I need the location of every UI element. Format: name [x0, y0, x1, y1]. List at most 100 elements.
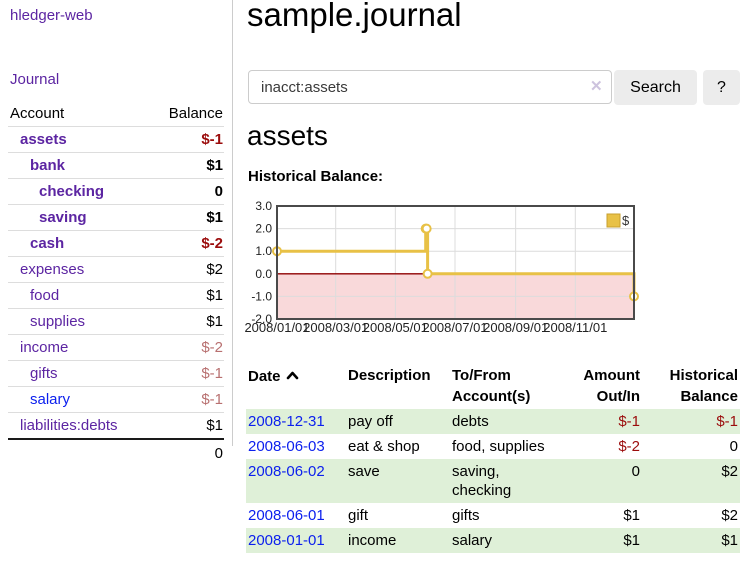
account-balance: 0: [214, 183, 223, 200]
account-balance: $-2: [201, 339, 223, 356]
x-tick-label: 2008/01/01: [244, 320, 309, 335]
account-heading: assets: [247, 120, 328, 151]
transaction-balance: $2: [721, 507, 738, 524]
sort-chevron-up-icon: [286, 365, 299, 386]
data-point-marker: [422, 268, 433, 279]
account-cell: food: [8, 283, 150, 309]
transaction-date-cell: 2008-06-01: [246, 503, 346, 528]
accounts-total-spacer: [8, 438, 150, 466]
account-balance: $1: [206, 313, 223, 330]
account-link-cash[interactable]: cash: [30, 235, 65, 252]
account-balance: $1: [206, 157, 223, 174]
transaction-row: 2008-12-31 pay off debts $-1 $-1: [246, 409, 740, 434]
transaction-description: save: [348, 463, 380, 480]
account-balance: $2: [206, 261, 223, 278]
transaction-date-link[interactable]: 2008-01-01: [248, 532, 325, 549]
x-tick-label: 2008/05/01: [363, 320, 428, 335]
accounts-body: assets $-1 bank $1 checking 0 saving $1 cash $-2 e…: [8, 126, 224, 440]
register-header-date[interactable]: Date: [246, 363, 346, 409]
transaction-row: 2008-06-01 gift gifts $1 $2: [246, 503, 740, 528]
account-link-liabilities-debts[interactable]: liabilities:debts: [20, 417, 118, 434]
y-tick-label: 2.0: [255, 222, 272, 236]
x-tick-label: 2008/07/01: [422, 320, 487, 335]
transaction-date-cell: 2008-01-01: [246, 528, 346, 553]
transaction-amount: $-2: [618, 438, 640, 455]
sidebar-item-journal[interactable]: Journal: [10, 71, 60, 88]
transaction-amount: 0: [631, 463, 640, 480]
account-cell: liabilities:debts: [8, 413, 150, 440]
help-button[interactable]: ?: [703, 70, 740, 105]
account-cell: expenses: [8, 257, 150, 283]
y-tick-label: 0.0: [255, 267, 272, 281]
transaction-row: 2008-06-02 save saving, checking 0 $2: [246, 459, 740, 503]
search-input[interactable]: [248, 70, 612, 104]
chart-title: Historical Balance:: [248, 168, 384, 185]
account-row: checking 0: [8, 178, 224, 205]
account-link-bank[interactable]: bank: [30, 157, 66, 174]
transaction-date-link[interactable]: 2008-06-03: [248, 438, 325, 455]
account-link-expenses[interactable]: expenses: [20, 261, 85, 278]
transaction-row: 2008-01-01 income salary $1 $1: [246, 528, 740, 553]
account-cell: supplies: [8, 309, 150, 335]
register-table: Date Description To/From Account(s) Amou…: [246, 363, 740, 553]
transaction-accounts: food, supplies: [452, 438, 545, 455]
transaction-accounts: gifts: [452, 507, 480, 524]
transaction-accounts: salary: [452, 532, 493, 549]
app-title-link[interactable]: hledger-web: [10, 7, 93, 24]
account-balance: $-1: [201, 391, 223, 408]
account-cell: cash: [8, 231, 150, 257]
page-title: sample.journal: [247, 0, 462, 33]
account-row: saving $1: [8, 204, 224, 231]
account-balance: $-1: [201, 131, 223, 148]
transaction-description: gift: [348, 507, 369, 524]
register-header-date-label: Date: [248, 368, 281, 385]
account-link-checking[interactable]: checking: [39, 183, 105, 200]
account-cell: bank: [8, 153, 150, 179]
search-button[interactable]: Search: [614, 70, 697, 105]
transaction-balance: $-1: [716, 413, 738, 430]
account-cell: gifts: [8, 361, 150, 387]
account-cell: saving: [8, 205, 150, 231]
register-header-accounts: To/From Account(s): [452, 367, 531, 405]
transaction-date-cell: 2008-06-02: [246, 459, 346, 503]
transaction-description: pay off: [348, 413, 393, 430]
clear-search-icon[interactable]: ✕: [590, 78, 603, 95]
data-point-marker: [421, 223, 432, 234]
transaction-amount: $1: [623, 532, 640, 549]
transaction-balance: 0: [729, 438, 738, 455]
account-row: supplies $1: [8, 308, 224, 335]
x-tick-label: 2008/09/01: [483, 320, 548, 335]
historical-balance-chart: $3.0 2.0 1.0 0.0 -1.0 -2.0 2008/01/01 2008/03/0…: [239, 198, 641, 338]
legend-swatch: [606, 213, 621, 228]
account-row: gifts $-1: [8, 360, 224, 387]
account-cell: salary: [8, 387, 150, 413]
account-link-income[interactable]: income: [20, 339, 69, 356]
account-link-assets[interactable]: assets: [20, 131, 67, 148]
transaction-date-link[interactable]: 2008-06-01: [248, 507, 325, 524]
accounts-header-row: Account Balance: [8, 101, 224, 127]
account-link-salary[interactable]: salary: [30, 391, 71, 408]
account-row: liabilities:debts $1: [8, 412, 224, 440]
account-link-supplies[interactable]: supplies: [30, 313, 86, 330]
transaction-date-cell: 2008-06-03: [246, 434, 346, 459]
x-tick-label: 2008/11/01: [543, 320, 607, 335]
register-header-row: Date Description To/From Account(s) Amou…: [246, 363, 740, 409]
transaction-date-link[interactable]: 2008-06-02: [248, 463, 325, 480]
transaction-accounts: saving, checking: [452, 463, 512, 499]
accounts-table: Account Balance assets $-1 bank $1 checking 0…: [8, 101, 224, 466]
account-row: cash $-2: [8, 230, 224, 257]
register-header-amount: Amount Out/In: [583, 367, 640, 405]
transaction-amount: $-1: [618, 413, 640, 430]
account-link-saving[interactable]: saving: [39, 209, 87, 226]
account-balance: $1: [206, 417, 223, 434]
sidebar-divider: [232, 0, 233, 446]
account-row: bank $1: [8, 152, 224, 179]
transaction-description: income: [348, 532, 397, 549]
account-row: salary $-1: [8, 386, 224, 413]
account-link-gifts[interactable]: gifts: [30, 365, 58, 382]
transaction-date-link[interactable]: 2008-12-31: [248, 413, 325, 430]
y-tick-label: 3.0: [255, 199, 272, 213]
account-link-food[interactable]: food: [30, 287, 60, 304]
transaction-accounts: debts: [452, 413, 489, 430]
